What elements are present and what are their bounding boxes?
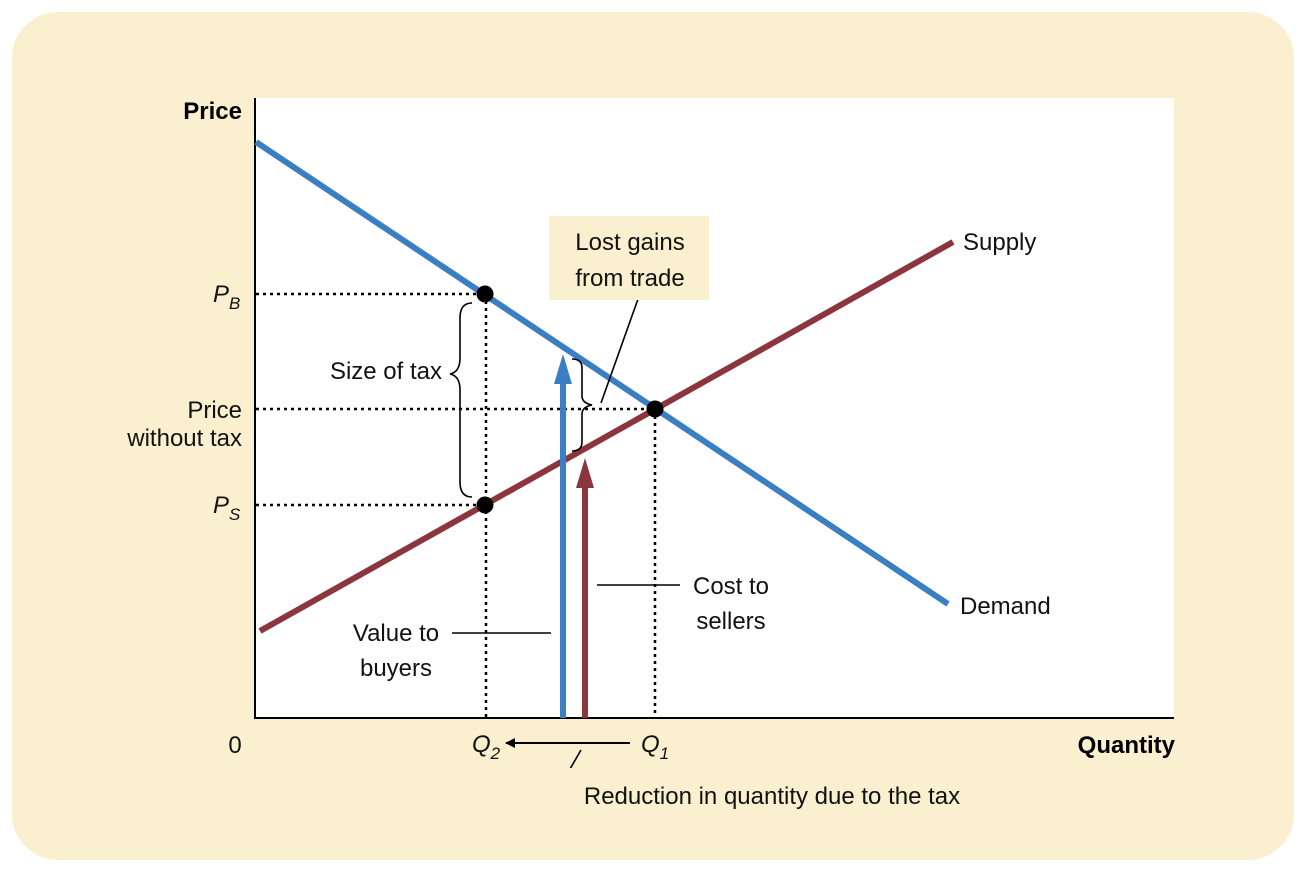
demand-label: Demand: [960, 593, 1051, 620]
plot-area: [256, 98, 1174, 718]
supply-curve: [258, 239, 955, 634]
reduction-label: Reduction in quantity due to the tax: [584, 783, 960, 810]
lost-gains-label-line1: Lost gains: [575, 229, 684, 256]
price-without-tax-label-line1: Price: [187, 397, 242, 424]
point-equilibrium: [646, 400, 664, 418]
q1-label: Q1: [641, 731, 669, 763]
q2-label: Q2: [472, 731, 501, 763]
value-to-buyers-label-line2: buyers: [360, 655, 432, 682]
demand-curve: [254, 139, 950, 607]
pb-label: PB: [213, 281, 240, 313]
price-without-tax-label-line2: without tax: [126, 425, 242, 452]
y-axis-title: Price: [183, 98, 242, 125]
cost-to-sellers-label-line1: Cost to: [693, 573, 769, 600]
cost-to-sellers-label-line2: sellers: [696, 608, 765, 635]
point-seller-price: [476, 496, 494, 514]
lost-gains-label-line2: from trade: [575, 265, 684, 292]
point-buyer-price: [476, 285, 494, 303]
reduction-leader-line: [569, 749, 582, 770]
x-axis-title: Quantity: [1078, 732, 1176, 759]
origin-label: 0: [228, 732, 241, 759]
size-of-tax-label: Size of tax: [330, 358, 442, 385]
ps-label: PS: [213, 492, 241, 524]
lost-gains-leader-line: [600, 298, 639, 404]
value-to-buyers-label-line1: Value to: [353, 620, 439, 647]
cost-to-sellers-arrowhead: [576, 458, 594, 488]
lost-gains-label-box: [549, 216, 709, 300]
reduction-label-box: [538, 768, 1006, 818]
lost-gains-brace: [571, 358, 593, 452]
value-to-buyers-arrowhead: [554, 354, 572, 384]
size-of-tax-brace: [449, 302, 473, 498]
supply-label: Supply: [963, 229, 1036, 256]
